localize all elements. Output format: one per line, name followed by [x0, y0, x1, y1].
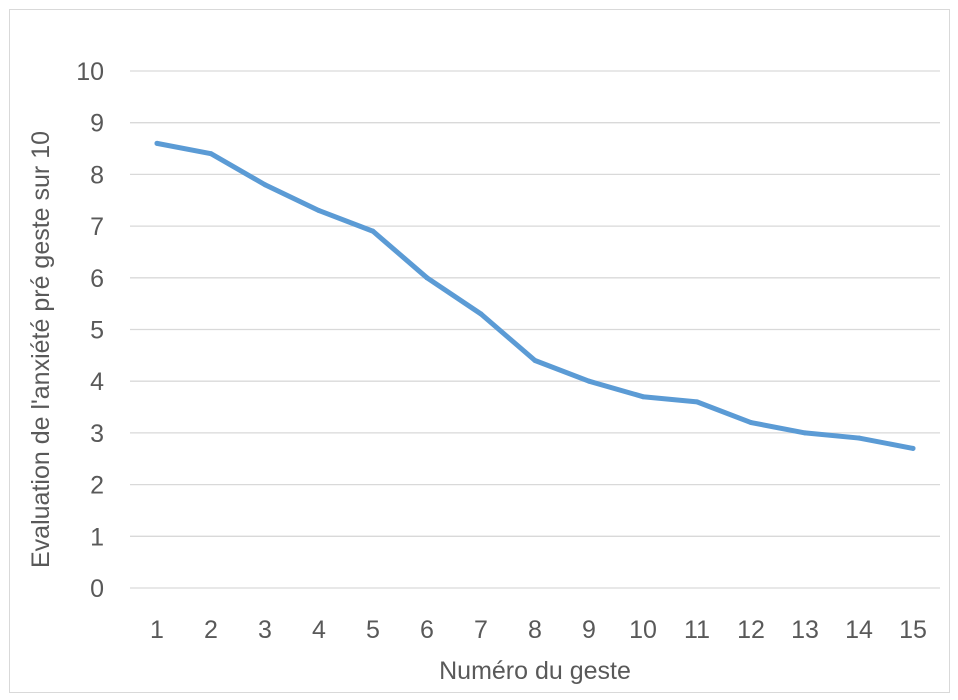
data-point-2 — [208, 151, 214, 157]
x-tick-label-6: 6 — [420, 616, 434, 644]
x-tick-label-1: 1 — [150, 616, 164, 644]
x-tick-label-14: 14 — [845, 616, 873, 644]
data-point-11 — [694, 399, 700, 405]
data-point-13 — [802, 430, 808, 436]
data-point-14 — [856, 435, 862, 441]
x-tick-label-13: 13 — [791, 616, 819, 644]
data-point-10 — [640, 394, 646, 400]
data-point-8 — [532, 358, 538, 364]
y-tick-label-0: 0 — [90, 575, 104, 603]
x-tick-label-15: 15 — [899, 616, 927, 644]
data-point-4 — [316, 208, 322, 214]
data-point-6 — [424, 275, 430, 281]
x-tick-label-8: 8 — [528, 616, 542, 644]
series-line-0 — [154, 140, 916, 451]
x-tick-label-12: 12 — [737, 616, 765, 644]
y-tick-label-6: 6 — [90, 265, 104, 293]
x-tick-label-4: 4 — [312, 616, 326, 644]
y-tick-label-4: 4 — [90, 368, 104, 396]
data-point-3 — [262, 182, 268, 188]
y-tick-label-8: 8 — [90, 161, 104, 189]
data-point-12 — [748, 420, 754, 426]
gridlines — [130, 70, 940, 589]
data-point-15 — [910, 445, 916, 451]
data-point-9 — [586, 378, 592, 384]
y-tick-label-10: 10 — [76, 58, 104, 86]
data-point-7 — [478, 311, 484, 317]
y-tick-label-2: 2 — [90, 472, 104, 500]
x-tick-label-2: 2 — [204, 616, 218, 644]
x-tick-label-7: 7 — [474, 616, 488, 644]
y-tick-label-9: 9 — [90, 110, 104, 138]
y-tick-label-1: 1 — [90, 523, 104, 551]
x-tick-label-5: 5 — [366, 616, 380, 644]
data-point-1 — [154, 140, 160, 146]
y-axis-tick-labels: 0 1 2 3 4 5 6 7 8 9 10 — [76, 58, 104, 603]
x-tick-label-11: 11 — [684, 616, 710, 644]
x-axis-tick-labels: 1 2 3 4 5 6 7 8 9 10 11 12 13 14 15 — [150, 616, 927, 644]
y-axis-title: Evaluation de l'anxiété pré geste sur 10 — [27, 131, 55, 568]
y-tick-label-7: 7 — [90, 213, 104, 241]
y-tick-label-5: 5 — [90, 317, 104, 345]
x-tick-label-10: 10 — [629, 616, 657, 644]
x-axis-title: Numéro du geste — [439, 657, 631, 685]
y-tick-label-3: 3 — [90, 420, 104, 448]
data-point-5 — [370, 228, 376, 234]
x-tick-label-9: 9 — [582, 616, 596, 644]
series-lines — [154, 140, 916, 451]
x-tick-label-3: 3 — [258, 616, 272, 644]
